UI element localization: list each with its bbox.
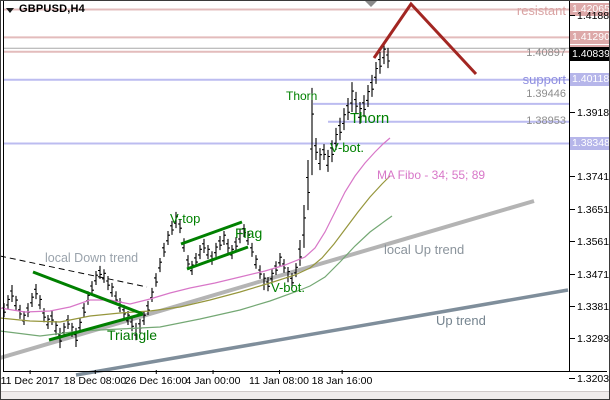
flag-upper-line — [180, 220, 243, 246]
x-axis-tick: 11 Jan 08:00 — [249, 370, 309, 387]
ma-fibo-89 — [0, 215, 393, 337]
symbol-timeframe-label: GBPUSD,H4 — [19, 3, 85, 15]
flag-lower-line — [186, 245, 249, 271]
up-trend-line — [75, 288, 569, 377]
triangle-label: Triangle — [107, 327, 158, 343]
triangle-upper-line — [32, 270, 144, 316]
plot-left-border — [3, 0, 4, 371]
y-axis-tick: 1.36510 — [569, 204, 610, 216]
ma-fibo-34 — [0, 137, 391, 313]
level-price-label-3: 1.38953 — [526, 115, 566, 127]
local-up-trend-label: local Up trend — [384, 242, 465, 257]
x-axis-tick: 18 Dec 08:00 — [63, 370, 127, 387]
current-price-badge: 1.40839 — [569, 47, 610, 61]
projection-line — [372, 1, 478, 76]
level-price-badge: 1.40118 — [569, 73, 610, 86]
price-axis-line — [569, 0, 570, 372]
time-axis-line — [3, 371, 607, 372]
symbol-dropdown-icon[interactable] — [6, 7, 14, 13]
chart-plot-area[interactable] — [0, 0, 610, 377]
v-bot-1-label: V-bot. — [271, 280, 305, 295]
local-up-trend-line — [0, 199, 535, 360]
up-trend-label: Up trend — [436, 313, 486, 328]
level-price-label-1: 1.40897 — [526, 47, 566, 59]
y-axis-tick: 1.37410 — [569, 171, 610, 183]
x-axis-tick: 11 Dec 2017 — [0, 370, 60, 387]
y-axis-tick: 1.33810 — [569, 301, 610, 313]
x-axis-tick: 18 Jan 16:00 — [311, 370, 373, 387]
level-price-badge: 1.38348 — [569, 137, 610, 150]
thorn-1-label: Thorn — [286, 89, 318, 103]
flag-label: Flag — [235, 225, 263, 241]
y-axis-tick: 1.41885 — [569, 10, 610, 22]
ma-fibo-55 — [0, 175, 391, 323]
price-bars — [2, 42, 390, 349]
level-price-badge: 1.41290 — [569, 31, 610, 44]
symbol-header: GBPUSD,H4 — [6, 3, 85, 15]
x-axis-tick: 26 Dec 16:00 — [124, 370, 188, 387]
support-label: support — [522, 72, 566, 87]
x-axis-tick: 4 Jan 00:00 — [185, 370, 241, 387]
thorn-2-label: Thorn — [350, 110, 390, 127]
resistant-label: resistant — [516, 3, 566, 18]
y-axis-tick: 1.35610 — [569, 236, 610, 248]
local-down-trend-line — [0, 255, 148, 288]
level-price-label-2: 1.39446 — [526, 88, 566, 100]
v-top-label: V-top — [170, 211, 201, 226]
y-axis-tick: 1.32935 — [569, 333, 610, 345]
y-axis-tick: 1.32035 — [569, 373, 610, 385]
y-axis-tick: 1.39185 — [569, 107, 610, 119]
v-bot-2-label: V-bot. — [330, 140, 364, 155]
triangle-lower-line — [48, 312, 144, 342]
window-bottom-strip — [0, 391, 610, 400]
ma-fibo-label: MA Fibo - 34; 55; 89 — [377, 168, 486, 182]
local-down-trend-label: local Down trend — [45, 251, 139, 265]
y-axis-tick: 1.34710 — [569, 269, 610, 281]
chart-shift-icon[interactable] — [365, 1, 377, 7]
level-price-badge: 1.42065 — [569, 3, 610, 16]
